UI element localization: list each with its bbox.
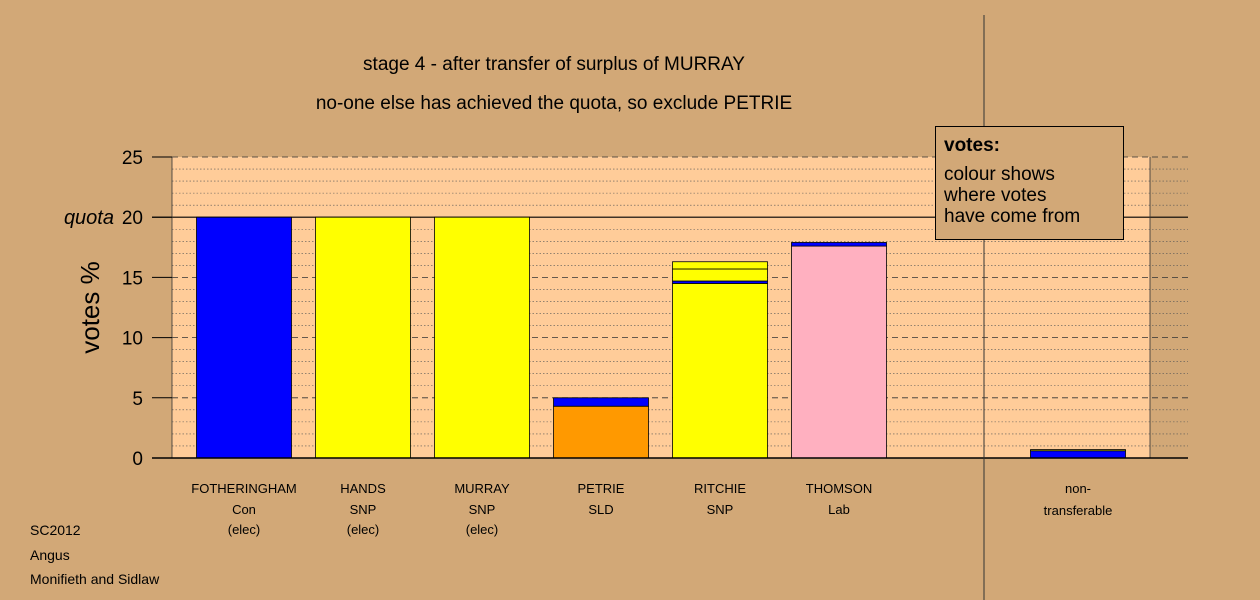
bar-thomson-segment xyxy=(791,242,887,247)
candidate-name: THOMSON xyxy=(806,481,872,496)
candidate-name: MURRAY xyxy=(454,481,510,496)
bar-non-transferable-segment xyxy=(1030,450,1126,459)
footer-election: SC2012 xyxy=(30,522,81,538)
chart-title-line1: stage 4 - after transfer of surplus of M… xyxy=(363,54,745,75)
non-transferable-label-line2: transferable xyxy=(1044,503,1113,518)
bar-petrie-segment xyxy=(553,405,649,459)
y-tick-label: 5 xyxy=(132,389,143,410)
candidate-name: HANDS xyxy=(340,481,386,496)
candidate-party: Con xyxy=(232,502,256,517)
footer-ward: Monifieth and Sidlaw xyxy=(30,571,160,587)
candidate-name: FOTHERINGHAM xyxy=(191,481,296,496)
bar-non-transferable-segment xyxy=(1030,449,1126,452)
candidate-party: SNP xyxy=(350,502,377,517)
bar-petrie-segment xyxy=(553,397,649,407)
bar-hands-segment xyxy=(315,216,411,459)
bar-fotheringham-segment xyxy=(196,216,292,459)
y-tick-label: 20 xyxy=(122,208,143,229)
legend-line: colour shows xyxy=(944,164,1055,185)
legend-box: votes: colour shows where votes have com… xyxy=(935,126,1124,240)
candidate-party: SNP xyxy=(707,502,734,517)
y-tick-label: 15 xyxy=(122,268,143,289)
y-tick-label: 10 xyxy=(122,329,143,350)
quota-label: quota xyxy=(64,207,114,229)
candidate-status: (elec) xyxy=(466,522,499,537)
chart-title-line2: no-one else has achieved the quota, so e… xyxy=(315,93,793,114)
candidate-name: RITCHIE xyxy=(694,481,746,496)
bar-ritchie-segment xyxy=(672,268,768,282)
bar-ritchie-segment xyxy=(672,283,768,459)
candidate-party: Lab xyxy=(828,502,850,517)
bar-ritchie-segment xyxy=(672,261,768,270)
candidate-party: SNP xyxy=(469,502,496,517)
candidate-name: PETRIE xyxy=(578,481,625,496)
bar-murray-segment xyxy=(434,216,530,459)
y-tick-label: 25 xyxy=(122,148,143,169)
candidate-status: (elec) xyxy=(228,522,261,537)
legend-line: where votes xyxy=(944,185,1047,206)
candidate-status: (elec) xyxy=(347,522,380,537)
legend-title: votes: xyxy=(944,135,1000,156)
candidate-party: SLD xyxy=(588,502,613,517)
y-tick-label: 0 xyxy=(132,449,143,470)
bar-thomson-segment xyxy=(791,245,887,459)
y-axis-label: votes % xyxy=(75,261,105,354)
non-transferable-label-line1: non- xyxy=(1065,481,1091,496)
footer-council: Angus xyxy=(30,547,70,563)
legend-line: have come from xyxy=(944,206,1081,227)
